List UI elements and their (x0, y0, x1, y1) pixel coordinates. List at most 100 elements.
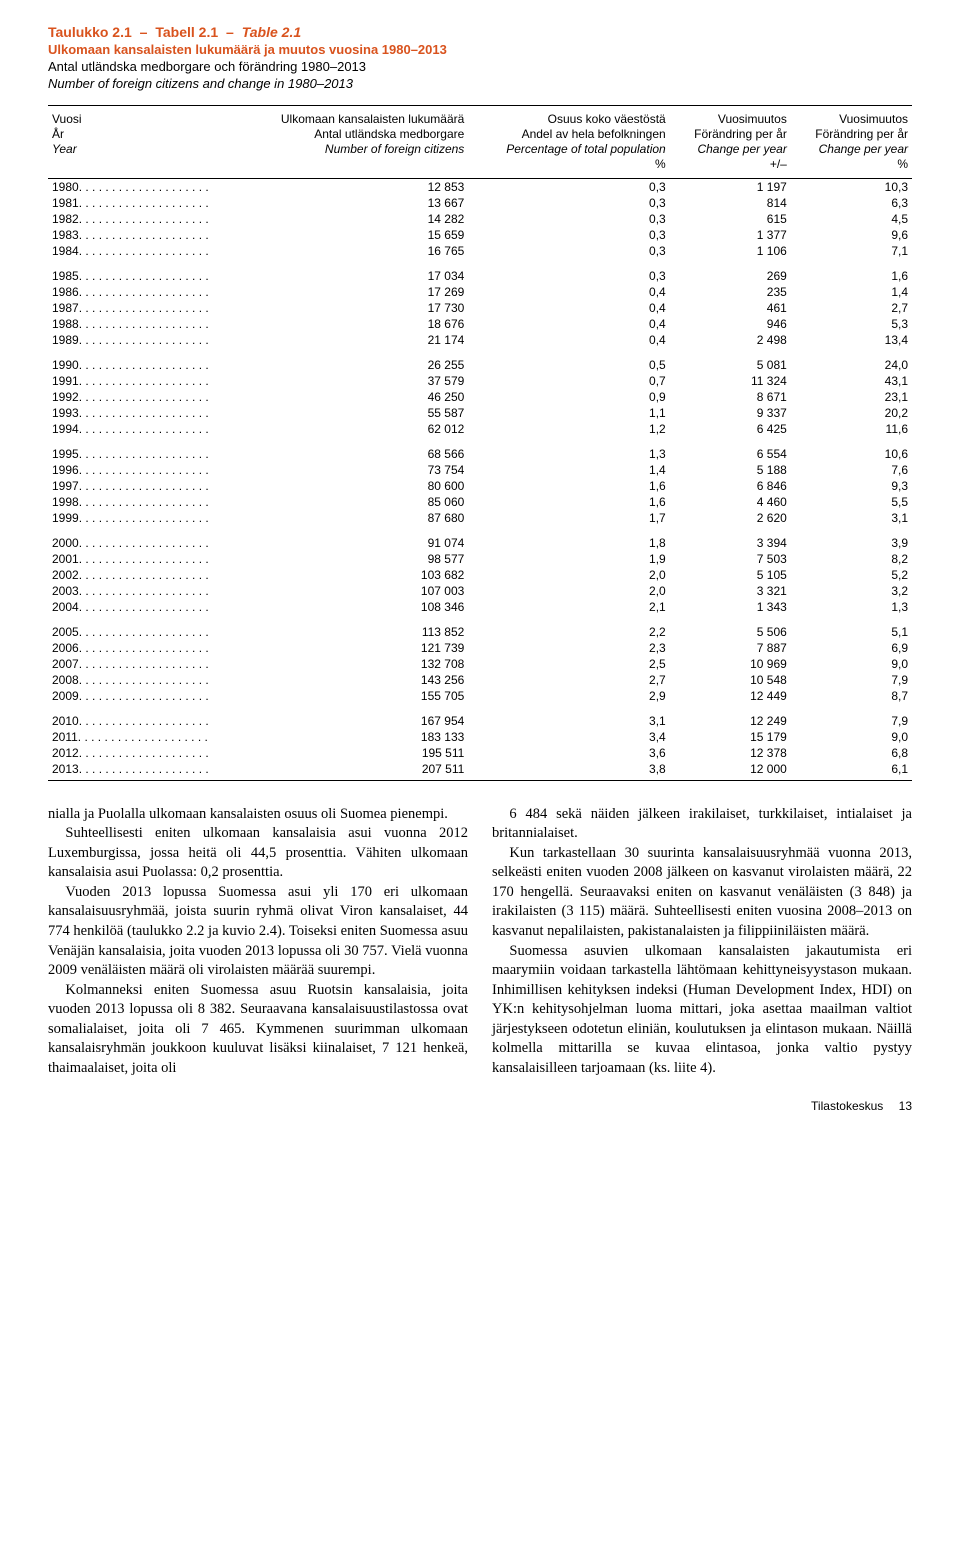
year-cell: 1999. . . . . . . . . . . . . . . . . . … (48, 510, 238, 526)
year-cell: 1992. . . . . . . . . . . . . . . . . . … (48, 389, 238, 405)
data-cell: 12 449 (670, 688, 791, 704)
data-cell: 132 708 (238, 656, 468, 672)
footer-source: Tilastokeskus (811, 1099, 883, 1113)
data-cell: 1,8 (468, 526, 669, 551)
table-row: 1996. . . . . . . . . . . . . . . . . . … (48, 462, 912, 478)
year-cell: 1985. . . . . . . . . . . . . . . . . . … (48, 259, 238, 284)
data-cell: 2,5 (468, 656, 669, 672)
body-paragraph: Suhteellisesti eniten ulkomaan kansalais… (48, 824, 468, 883)
data-cell: 5 081 (670, 348, 791, 373)
data-cell: 7,9 (791, 704, 912, 729)
data-cell: 2,3 (468, 640, 669, 656)
data-cell: 1,4 (468, 462, 669, 478)
table-row: 2003. . . . . . . . . . . . . . . . . . … (48, 583, 912, 599)
caption-sv: Tabell 2.1 (155, 24, 218, 40)
data-cell: 1,3 (468, 437, 669, 462)
year-cell: 2007. . . . . . . . . . . . . . . . . . … (48, 656, 238, 672)
table-row: 1999. . . . . . . . . . . . . . . . . . … (48, 510, 912, 526)
table-row: 2006. . . . . . . . . . . . . . . . . . … (48, 640, 912, 656)
table-row: 1985. . . . . . . . . . . . . . . . . . … (48, 259, 912, 284)
data-cell: 207 511 (238, 761, 468, 781)
column-header: VuosimuutosFörändring per årChange per y… (791, 105, 912, 178)
data-cell: 9,3 (791, 478, 912, 494)
data-cell: 5 506 (670, 615, 791, 640)
table-row: 1980. . . . . . . . . . . . . . . . . . … (48, 178, 912, 195)
year-cell: 2009. . . . . . . . . . . . . . . . . . … (48, 688, 238, 704)
data-cell: 3,1 (468, 704, 669, 729)
data-cell: 17 269 (238, 284, 468, 300)
data-cell: 6 846 (670, 478, 791, 494)
table-row: 1981. . . . . . . . . . . . . . . . . . … (48, 195, 912, 211)
data-cell: 8,2 (791, 551, 912, 567)
data-cell: 155 705 (238, 688, 468, 704)
data-cell: 7 503 (670, 551, 791, 567)
data-cell: 10 969 (670, 656, 791, 672)
data-cell: 5,2 (791, 567, 912, 583)
caption-fi: Taulukko 2.1 (48, 24, 132, 40)
data-cell: 0,4 (468, 284, 669, 300)
table-row: 2012. . . . . . . . . . . . . . . . . . … (48, 745, 912, 761)
data-cell: 167 954 (238, 704, 468, 729)
table-row: 1987. . . . . . . . . . . . . . . . . . … (48, 300, 912, 316)
data-cell: 11,6 (791, 421, 912, 437)
year-cell: 2004. . . . . . . . . . . . . . . . . . … (48, 599, 238, 615)
data-cell: 0,3 (468, 211, 669, 227)
data-cell: 91 074 (238, 526, 468, 551)
year-cell: 1983. . . . . . . . . . . . . . . . . . … (48, 227, 238, 243)
table-row: 2000. . . . . . . . . . . . . . . . . . … (48, 526, 912, 551)
column-header: VuosimuutosFörändring per årChange per y… (670, 105, 791, 178)
year-cell: 2011. . . . . . . . . . . . . . . . . . … (48, 729, 238, 745)
data-cell: 108 346 (238, 599, 468, 615)
data-cell: 5,3 (791, 316, 912, 332)
data-cell: 13,4 (791, 332, 912, 348)
data-cell: 2,7 (468, 672, 669, 688)
data-cell: 10,6 (791, 437, 912, 462)
data-cell: 1 197 (670, 178, 791, 195)
data-cell: 0,3 (468, 195, 669, 211)
data-cell: 10 548 (670, 672, 791, 688)
year-cell: 2005. . . . . . . . . . . . . . . . . . … (48, 615, 238, 640)
data-cell: 814 (670, 195, 791, 211)
data-cell: 461 (670, 300, 791, 316)
year-cell: 1989. . . . . . . . . . . . . . . . . . … (48, 332, 238, 348)
data-cell: 1,9 (468, 551, 669, 567)
year-cell: 1987. . . . . . . . . . . . . . . . . . … (48, 300, 238, 316)
data-cell: 2,9 (468, 688, 669, 704)
data-cell: 0,3 (468, 178, 669, 195)
body-paragraph: Kun tarkastellaan 30 suurinta kansalaisu… (492, 844, 912, 942)
data-cell: 0,7 (468, 373, 669, 389)
data-cell: 9,6 (791, 227, 912, 243)
year-cell: 2012. . . . . . . . . . . . . . . . . . … (48, 745, 238, 761)
table-row: 1990. . . . . . . . . . . . . . . . . . … (48, 348, 912, 373)
data-cell: 3,1 (791, 510, 912, 526)
data-cell: 98 577 (238, 551, 468, 567)
year-cell: 2006. . . . . . . . . . . . . . . . . . … (48, 640, 238, 656)
data-cell: 87 680 (238, 510, 468, 526)
data-cell: 12 000 (670, 761, 791, 781)
body-paragraph: 6 484 sekä näiden jälkeen irakilaiset, t… (492, 805, 912, 844)
year-cell: 1986. . . . . . . . . . . . . . . . . . … (48, 284, 238, 300)
table-caption: Taulukko 2.1 – Tabell 2.1 – Table 2.1 Ul… (48, 24, 912, 93)
data-cell: 0,4 (468, 300, 669, 316)
data-cell: 4,5 (791, 211, 912, 227)
data-cell: 0,3 (468, 227, 669, 243)
table-row: 2009. . . . . . . . . . . . . . . . . . … (48, 688, 912, 704)
table-row: 2011. . . . . . . . . . . . . . . . . . … (48, 729, 912, 745)
table-row: 1991. . . . . . . . . . . . . . . . . . … (48, 373, 912, 389)
column-header: Ulkomaan kansalaisten lukumääräAntal utl… (238, 105, 468, 178)
data-cell: 2,7 (791, 300, 912, 316)
table-row: 1982. . . . . . . . . . . . . . . . . . … (48, 211, 912, 227)
table-row: 1994. . . . . . . . . . . . . . . . . . … (48, 421, 912, 437)
body-paragraph: nialla ja Puolalla ulkomaan kansalaisten… (48, 805, 468, 825)
table-row: 1984. . . . . . . . . . . . . . . . . . … (48, 243, 912, 259)
year-cell: 2002. . . . . . . . . . . . . . . . . . … (48, 567, 238, 583)
data-cell: 235 (670, 284, 791, 300)
table-row: 2008. . . . . . . . . . . . . . . . . . … (48, 672, 912, 688)
title-fi: Ulkomaan kansalaisten lukumäärä ja muuto… (48, 42, 447, 57)
data-cell: 615 (670, 211, 791, 227)
data-cell: 15 659 (238, 227, 468, 243)
data-cell: 46 250 (238, 389, 468, 405)
data-cell: 183 133 (238, 729, 468, 745)
data-cell: 12 249 (670, 704, 791, 729)
table-row: 1995. . . . . . . . . . . . . . . . . . … (48, 437, 912, 462)
